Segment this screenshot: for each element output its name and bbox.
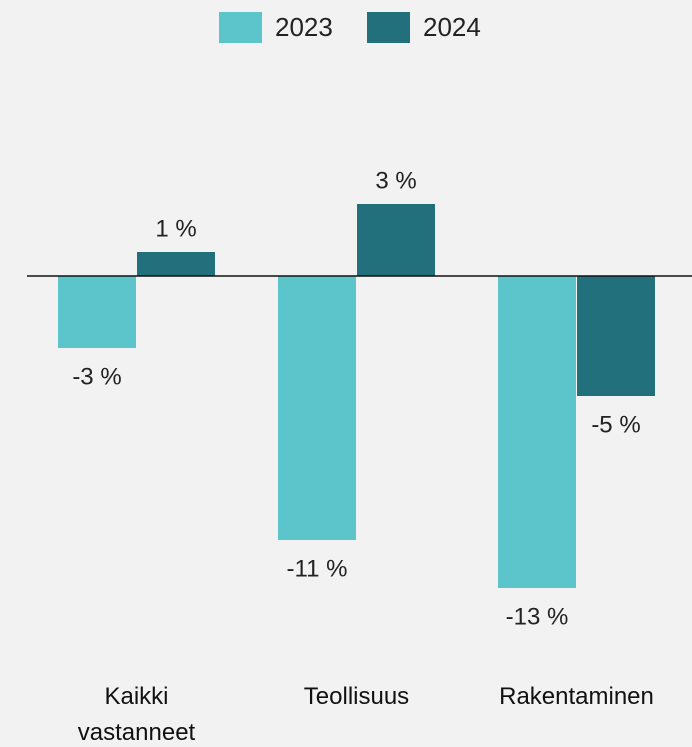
- value-label: -13 %: [506, 603, 569, 630]
- bar: [577, 276, 655, 396]
- legend-label: 2024: [423, 12, 481, 42]
- legend-swatch: [367, 12, 410, 43]
- value-label: -11 %: [287, 555, 348, 582]
- legend-swatch: [219, 12, 262, 43]
- value-label: -3 %: [72, 363, 121, 390]
- bar: [58, 276, 136, 348]
- value-label: -5 %: [591, 411, 640, 438]
- value-label: 1 %: [155, 215, 196, 242]
- bar: [498, 276, 576, 588]
- legend-label: 2023: [275, 12, 333, 42]
- x-tick-label: Rakentaminen: [499, 683, 654, 710]
- x-tick-label: Kaikki vastanneet: [77, 683, 196, 746]
- bar: [278, 276, 356, 540]
- bar: [137, 252, 215, 276]
- x-tick-label: Teollisuus: [303, 683, 410, 710]
- value-label: 3 %: [375, 167, 416, 194]
- bar: [357, 204, 435, 276]
